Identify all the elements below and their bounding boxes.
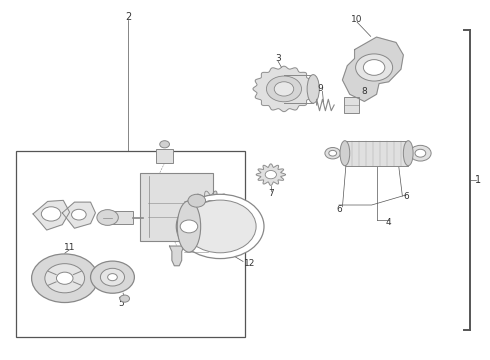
Text: 1: 1 [475, 175, 481, 185]
Circle shape [180, 220, 198, 233]
Bar [106, 211, 133, 224]
Text: 5: 5 [118, 299, 123, 308]
Circle shape [274, 82, 294, 96]
Circle shape [72, 209, 86, 220]
Circle shape [184, 200, 256, 253]
Bar [140, 173, 213, 241]
Circle shape [176, 194, 264, 258]
Circle shape [265, 171, 276, 179]
Bar [344, 97, 359, 113]
Polygon shape [253, 66, 315, 112]
Circle shape [91, 261, 134, 293]
Circle shape [410, 145, 431, 161]
Circle shape [325, 148, 341, 159]
Text: 2: 2 [125, 13, 131, 22]
Ellipse shape [340, 141, 350, 166]
Circle shape [108, 274, 117, 281]
Bar [345, 141, 408, 166]
Text: 11: 11 [64, 243, 75, 252]
Polygon shape [33, 201, 70, 230]
Ellipse shape [403, 141, 413, 166]
Text: 9: 9 [318, 84, 323, 93]
Text: 6: 6 [336, 205, 342, 214]
Circle shape [356, 54, 392, 81]
Ellipse shape [307, 75, 319, 103]
Polygon shape [343, 37, 403, 102]
Text: 3: 3 [275, 54, 281, 63]
Circle shape [267, 76, 301, 102]
Circle shape [160, 141, 170, 148]
Text: 6: 6 [403, 192, 409, 201]
Circle shape [120, 295, 129, 302]
Bar [156, 149, 173, 163]
Circle shape [45, 264, 85, 293]
Text: 7: 7 [268, 189, 274, 198]
Polygon shape [256, 164, 286, 185]
Polygon shape [62, 202, 96, 228]
Circle shape [202, 201, 220, 213]
Circle shape [329, 150, 337, 156]
Text: 4: 4 [386, 219, 392, 228]
Circle shape [41, 207, 61, 221]
Circle shape [188, 194, 205, 207]
Circle shape [97, 210, 118, 225]
Polygon shape [170, 246, 184, 266]
Text: 10: 10 [351, 15, 363, 24]
Text: 12: 12 [244, 260, 256, 269]
Circle shape [364, 60, 385, 75]
Circle shape [56, 272, 73, 284]
Bar [16, 152, 245, 337]
Ellipse shape [177, 201, 201, 252]
Circle shape [415, 149, 426, 157]
Circle shape [31, 254, 98, 302]
Text: 8: 8 [362, 87, 367, 96]
Circle shape [100, 268, 124, 286]
Polygon shape [189, 191, 233, 222]
